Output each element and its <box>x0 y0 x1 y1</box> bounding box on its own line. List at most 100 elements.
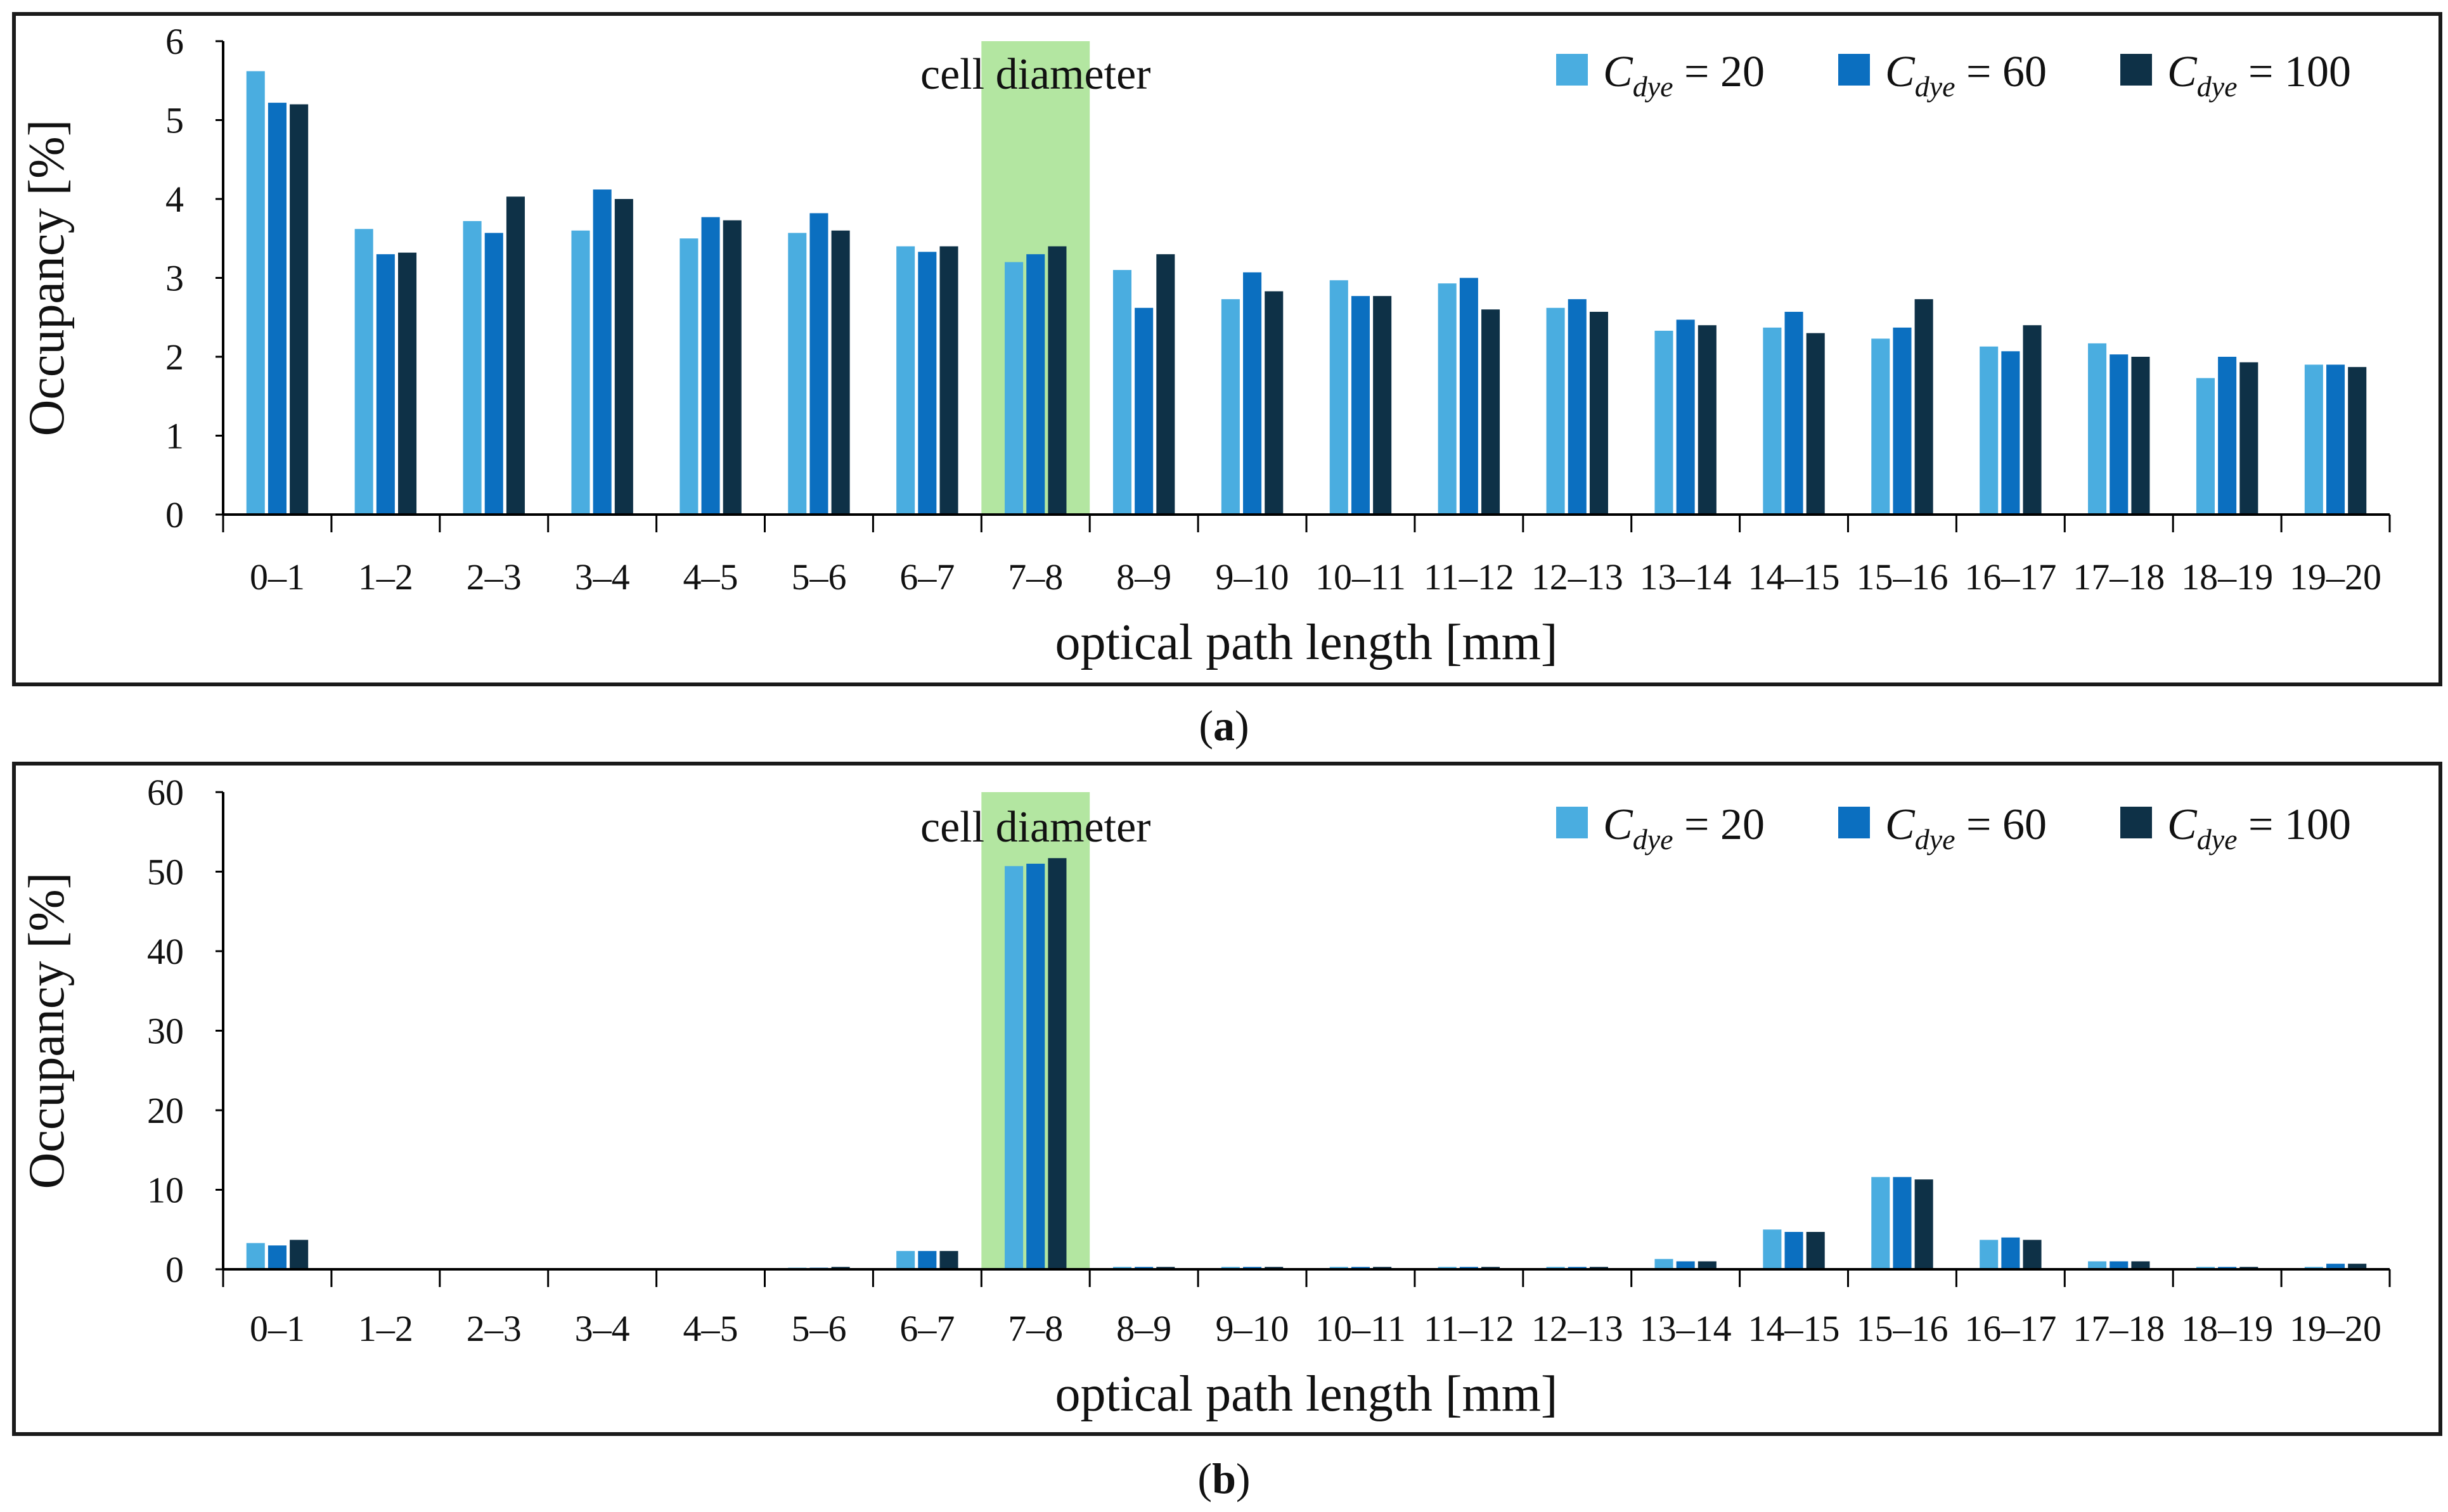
bar-b-s2-c15 <box>1914 1179 1933 1269</box>
bar-a-s0-c10 <box>1329 280 1348 515</box>
y-tick-label: 6 <box>165 21 184 62</box>
bar-a-s2-c4 <box>723 220 742 515</box>
bar-a-s1-c19 <box>2326 364 2345 515</box>
bar-a-s1-c2 <box>484 233 503 515</box>
panel-caption: (b) <box>1197 1454 1250 1502</box>
bar-a-s1-c3 <box>593 189 612 515</box>
bar-a-s0-c4 <box>680 238 699 515</box>
x-tick-label: 11–12 <box>1424 1308 1514 1349</box>
legend-swatch <box>1556 54 1588 86</box>
bar-a-s0-c1 <box>354 229 373 515</box>
bar-b-s2-c13 <box>1697 1261 1717 1269</box>
x-axis-label: optical path length [mm] <box>1055 1366 1557 1422</box>
x-tick-label: 2–3 <box>467 556 522 598</box>
x-tick-label: 13–14 <box>1640 1308 1732 1349</box>
x-tick-label: 14–15 <box>1748 1308 1840 1349</box>
bar-a-s1-c16 <box>2001 351 2020 515</box>
bar-a-s2-c16 <box>2023 325 2042 515</box>
bar-a-s0-c13 <box>1654 330 1673 515</box>
x-tick-label: 5–6 <box>791 556 846 598</box>
x-tick-label: 14–15 <box>1748 556 1840 598</box>
legend-entry: Cdye = 20 <box>1603 48 1765 103</box>
panel-frame <box>12 12 2442 686</box>
bar-a-s1-c14 <box>1784 312 1803 515</box>
bar-b-s0-c16 <box>1980 1240 1999 1269</box>
bar-b-s1-c15 <box>1893 1177 1912 1269</box>
x-tick-label: 3–4 <box>575 556 630 598</box>
bar-a-s1-c1 <box>376 254 395 515</box>
bar-a-s1-c0 <box>267 103 287 515</box>
legend-swatch <box>1556 807 1588 838</box>
bar-b-s1-c6 <box>918 1251 937 1269</box>
bar-a-s2-c6 <box>939 246 958 515</box>
y-tick-label: 2 <box>165 336 184 378</box>
x-tick-label: 3–4 <box>575 1308 630 1349</box>
bar-a-s0-c18 <box>2196 378 2215 515</box>
bar-b-s2-c6 <box>939 1251 958 1269</box>
bar-a-s2-c1 <box>398 252 417 515</box>
x-tick-label: 8–9 <box>1116 556 1171 598</box>
bar-b-s2-c17 <box>2131 1261 2150 1269</box>
bar-a-s1-c10 <box>1351 296 1370 515</box>
y-tick-label: 50 <box>147 852 184 893</box>
bar-a-s1-c12 <box>1568 299 1587 515</box>
bar-b-s1-c16 <box>2001 1237 2020 1269</box>
y-tick-label: 0 <box>165 494 184 535</box>
bar-b-s0-c0 <box>246 1243 265 1269</box>
bar-b-s1-c13 <box>1676 1261 1695 1269</box>
x-tick-label: 16–17 <box>1964 556 2056 598</box>
bar-a-s0-c16 <box>1980 346 1999 515</box>
bar-b-s1-c0 <box>267 1245 287 1269</box>
x-tick-label: 4–5 <box>683 1308 738 1349</box>
bar-a-s2-c17 <box>2131 357 2150 515</box>
x-tick-label: 1–2 <box>358 1308 413 1349</box>
bar-a-s2-c19 <box>2348 367 2367 515</box>
bar-b-s0-c7 <box>1005 866 1024 1269</box>
panel-frame <box>12 762 2442 1436</box>
bar-b-s2-c0 <box>290 1240 309 1269</box>
bar-a-s2-c15 <box>1914 299 1933 515</box>
x-tick-label: 8–9 <box>1116 1308 1171 1349</box>
x-tick-label: 2–3 <box>467 1308 522 1349</box>
bar-a-s2-c0 <box>290 104 309 515</box>
y-tick-label: 4 <box>165 179 184 220</box>
y-axis-label: Occupancy [%] <box>19 120 75 437</box>
bar-a-s1-c18 <box>2218 357 2237 515</box>
x-tick-label: 15–16 <box>1856 556 1948 598</box>
bar-a-s0-c8 <box>1112 270 1131 515</box>
bar-b-s1-c19 <box>2326 1264 2345 1269</box>
bar-a-s1-c4 <box>701 217 720 515</box>
y-tick-label: 5 <box>165 100 184 141</box>
bar-a-s0-c19 <box>2304 364 2323 515</box>
bar-b-s0-c15 <box>1871 1177 1890 1269</box>
bar-a-s1-c13 <box>1676 319 1695 515</box>
x-tick-label: 16–17 <box>1964 1308 2056 1349</box>
y-tick-label: 3 <box>165 258 184 299</box>
y-tick-label: 10 <box>147 1170 184 1211</box>
bar-b-s0-c14 <box>1763 1229 1782 1269</box>
legend-entry: Cdye = 100 <box>2167 800 2351 855</box>
bar-b-s2-c7 <box>1048 858 1067 1269</box>
x-tick-label: 6–7 <box>899 556 955 598</box>
bar-a-s2-c2 <box>506 196 525 515</box>
y-tick-label: 0 <box>165 1249 184 1290</box>
x-tick-label: 4–5 <box>683 556 738 598</box>
bar-a-s2-c18 <box>2239 362 2258 515</box>
bar-a-s0-c6 <box>896 246 915 515</box>
x-tick-label: 19–20 <box>2290 1308 2381 1349</box>
panel-caption: (a) <box>1199 702 1249 750</box>
x-tick-label: 17–18 <box>2073 1308 2165 1349</box>
legend-entry: Cdye = 60 <box>1885 800 2047 855</box>
x-tick-label: 7–8 <box>1008 1308 1063 1349</box>
legend-entry: Cdye = 20 <box>1603 800 1765 855</box>
x-tick-label: 1–2 <box>358 556 413 598</box>
x-tick-label: 15–16 <box>1856 1308 1948 1349</box>
bar-a-s0-c9 <box>1221 299 1240 515</box>
bar-a-s0-c14 <box>1763 327 1782 515</box>
legend-entry: Cdye = 100 <box>2167 48 2351 103</box>
x-tick-label: 0–1 <box>250 556 305 598</box>
y-axis-label: Occupancy [%] <box>19 873 75 1189</box>
highlight-label: cell diameter <box>920 803 1150 852</box>
bar-a-s0-c3 <box>571 230 590 515</box>
